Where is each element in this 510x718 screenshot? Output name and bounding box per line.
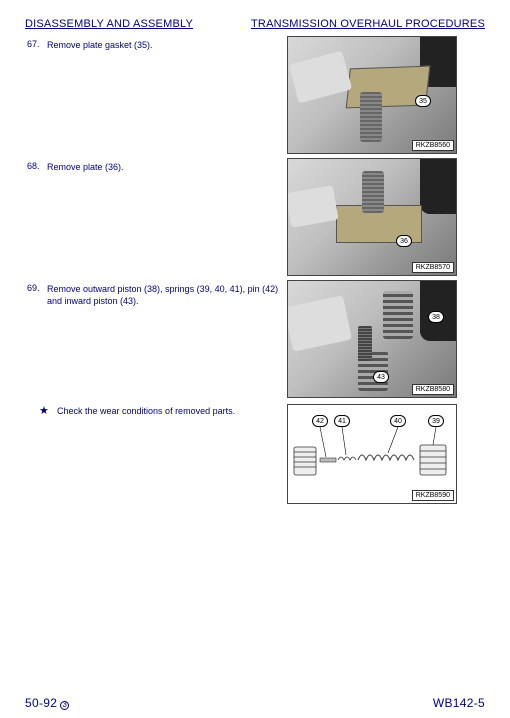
figure-2: 36 RKZB8570 <box>287 158 457 276</box>
callout-label: 38 <box>432 314 440 321</box>
figure-4: 42 41 40 39 RKZB8590 <box>287 404 457 504</box>
callout-label: 36 <box>400 238 408 245</box>
callout-label: 42 <box>316 418 324 425</box>
note: ★ Check the wear conditions of removed p… <box>25 402 287 417</box>
callout-40: 40 <box>390 415 406 427</box>
page: DISASSEMBLY AND ASSEMBLY TRANSMISSION OV… <box>0 0 510 718</box>
figure-1: 35 RKZB8560 <box>287 36 457 154</box>
callout-41: 41 <box>334 415 350 427</box>
step-69: 69. Remove outward piston (38), springs … <box>25 280 485 398</box>
footer-model: WB142-5 <box>433 696 485 710</box>
callout-43: 43 <box>373 371 389 383</box>
step-text: Remove outward piston (38), springs (39,… <box>47 283 281 307</box>
step-text-col: 67. Remove plate gasket (35). <box>25 36 287 51</box>
figure-3: 38 43 RKZB8580 <box>287 280 457 398</box>
callout-35: 35 <box>415 95 431 107</box>
callout-label: 40 <box>394 418 402 425</box>
figure-code: RKZB8570 <box>412 262 454 273</box>
header-left: DISASSEMBLY AND ASSEMBLY <box>25 18 193 30</box>
step-number: 69. <box>25 283 47 293</box>
note-and-figure4-row: ★ Check the wear conditions of removed p… <box>25 402 485 504</box>
step-number: 68. <box>25 161 47 171</box>
footer-left: 50-92 3 <box>25 696 69 710</box>
step-text-col: 68. Remove plate (36). <box>25 158 287 173</box>
callout-label: 39 <box>432 418 440 425</box>
callout-label: 41 <box>338 418 346 425</box>
step-68: 68. Remove plate (36). 36 RKZB8570 <box>25 158 485 276</box>
callout-39: 39 <box>428 415 444 427</box>
page-footer: 50-92 3 WB142-5 <box>25 696 485 710</box>
step-number: 67. <box>25 39 47 49</box>
callout-38: 38 <box>428 311 444 323</box>
footer-page: 50-92 <box>25 696 57 710</box>
footer-rev: 3 <box>60 701 69 710</box>
step-text: Remove plate gasket (35). <box>47 39 281 51</box>
callout-42: 42 <box>312 415 328 427</box>
figure-code: RKZB8560 <box>412 140 454 151</box>
figure-code: RKZB8580 <box>412 384 454 395</box>
figure-code: RKZB8590 <box>412 490 454 501</box>
step-67: 67. Remove plate gasket (35). 35 RKZB856… <box>25 36 485 154</box>
callout-label: 43 <box>377 374 385 381</box>
note-text: Check the wear conditions of removed par… <box>47 406 235 416</box>
page-header: DISASSEMBLY AND ASSEMBLY TRANSMISSION OV… <box>25 18 485 30</box>
note-star-icon: ★ <box>25 406 47 417</box>
step-text: Remove plate (36). <box>47 161 281 173</box>
callout-36: 36 <box>396 235 412 247</box>
callout-label: 35 <box>419 98 427 105</box>
step-text-col: 69. Remove outward piston (38), springs … <box>25 280 287 307</box>
header-right: TRANSMISSION OVERHAUL PROCEDURES <box>251 18 485 30</box>
